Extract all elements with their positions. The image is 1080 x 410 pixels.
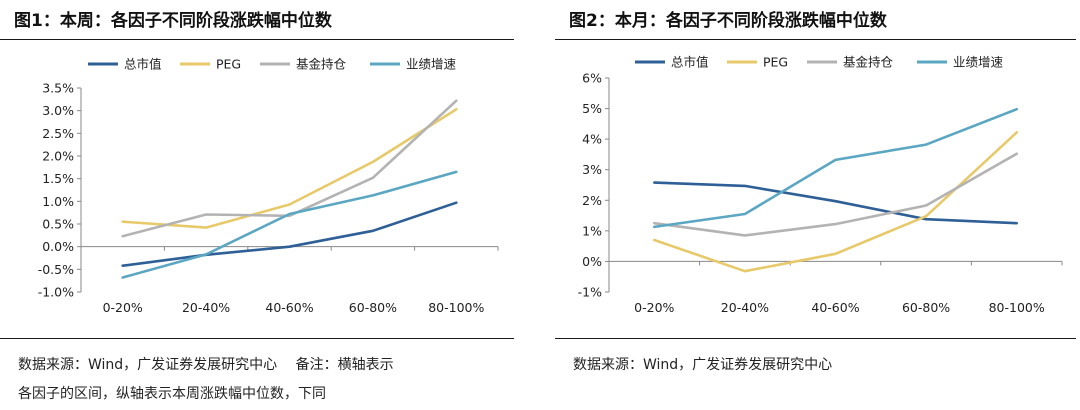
x-tick-label: 60-80%: [902, 300, 950, 315]
title-divider: [555, 39, 1076, 40]
y-tick-label: 5%: [582, 101, 602, 116]
y-tick-label: 0%: [582, 254, 602, 269]
series-line-2: [653, 152, 1019, 237]
line-chart-weekly: -1.0% -0.5% 0.0% 0.5% 1.0% 1.5% 2.0% 2.5% 3.0% 3.…: [38, 57, 499, 315]
x-tick-label: 20-40%: [721, 300, 769, 315]
y-tick-label: 2%: [582, 193, 602, 208]
y-tick-label: 4%: [582, 132, 602, 147]
y-tick-label: 1.5%: [42, 171, 74, 186]
y-tick-label: 3.0%: [42, 103, 74, 118]
x-tick-label: 40-60%: [265, 300, 313, 315]
legend-label: PEG: [216, 57, 241, 72]
line-chart-monthly: -1% 0% 1% 2% 3% 4% 5% 6% 0-20% 20-40% 40-60% 60-80%…: [578, 55, 1063, 315]
x-tick-label: 0-20%: [634, 300, 674, 315]
axis-note: 各因子的区间，纵轴表示本周涨跌幅中位数，下同: [18, 386, 326, 402]
y-tick-label: 2.0%: [42, 149, 74, 164]
y-tick-label: 2.5%: [42, 126, 74, 141]
title-divider: [0, 39, 514, 40]
y-tick-label: 0.0%: [42, 239, 74, 254]
x-tick-label: 80-100%: [989, 300, 1045, 315]
y-tick-label: -1.0%: [38, 285, 74, 300]
chart-panel-monthly: 图2：本月：各因子不同阶段涨跌幅中位数 -1% 0% 1% 2% 3% 4% 5% 6% 0-2…: [555, 0, 1080, 410]
y-tick-label: 3.5%: [42, 81, 74, 96]
x-tick-label: 20-40%: [182, 300, 230, 315]
legend-label: 总市值: [671, 55, 709, 70]
x-tick-label: 0-20%: [103, 300, 143, 315]
source-divider: [555, 338, 1076, 339]
y-tick-label: -0.5%: [38, 262, 74, 277]
legend-label: 总市值: [124, 57, 162, 72]
series-line-3: [653, 107, 1019, 229]
source-divider: [0, 338, 514, 339]
series-line-2: [121, 99, 458, 238]
chart-title: 图1：本周：各因子不同阶段涨跌幅中位数: [14, 11, 332, 31]
y-tick-label: 3%: [582, 162, 602, 177]
y-tick-label: -1%: [578, 285, 602, 300]
x-tick-label: 40-60%: [811, 300, 859, 315]
x-tick-label: 60-80%: [349, 300, 397, 315]
source-note: 数据来源：Wind，广发证券发展研究中心: [573, 357, 833, 373]
legend-label: 基金持仓: [843, 55, 894, 70]
legend-label: 业绩增速: [406, 57, 457, 72]
series-line-0: [653, 181, 1019, 225]
y-tick-label: 1%: [582, 223, 602, 238]
legend-label: 业绩增速: [953, 55, 1004, 70]
series-line-0: [121, 201, 458, 267]
x-tick-label: 80-100%: [428, 300, 484, 315]
legend-label: PEG: [763, 55, 788, 70]
source-note: 数据来源：Wind，广发证券发展研究中心 备注：横轴表示: [18, 357, 394, 373]
y-tick-label: 6%: [582, 71, 602, 86]
series-line-1: [121, 108, 458, 229]
chart-title: 图2：本月：各因子不同阶段涨跌幅中位数: [569, 11, 887, 31]
series-line-3: [121, 170, 458, 279]
y-tick-label: 0.5%: [42, 217, 74, 232]
chart-panel-weekly: 图1：本周：各因子不同阶段涨跌幅中位数 -1.0% -0.5% 0.0% 0.5% 1.…: [0, 0, 520, 410]
y-tick-label: 1.0%: [42, 194, 74, 209]
legend-label: 基金持仓: [296, 57, 347, 72]
